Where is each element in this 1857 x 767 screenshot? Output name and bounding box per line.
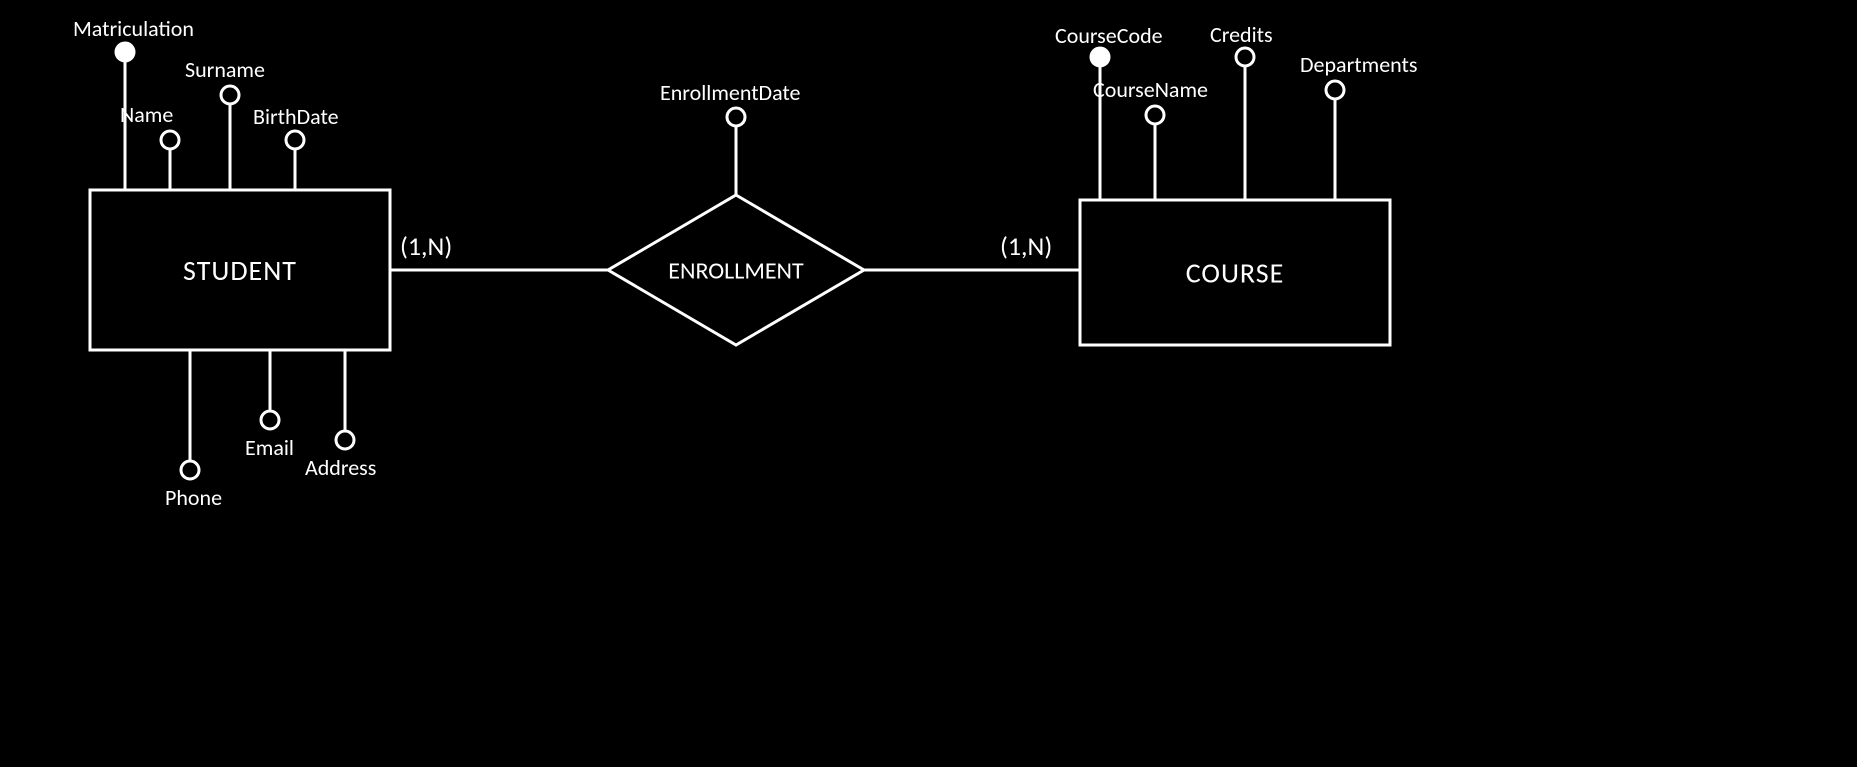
entity-student-attr-email-circle xyxy=(261,411,279,429)
relationship-enrollment-label: ENROLLMENT xyxy=(668,256,804,285)
relationship-enrollment-attr-enrollmentdate-circle xyxy=(727,108,745,126)
entity-course-attr-coursecode-circle xyxy=(1091,48,1109,66)
entity-student-label: STUDENT xyxy=(183,253,297,288)
connection-student-enrollment-cardinality: (1,N) xyxy=(400,230,452,262)
entity-student-attr-phone-circle xyxy=(181,461,199,479)
entity-course-attr-departments-label: Departments xyxy=(1300,51,1417,78)
entity-student-attr-surname-circle xyxy=(221,86,239,104)
er-diagram: STUDENT Matriculation Name Surname BirthDate… xyxy=(0,0,1857,767)
entity-course-attr-credits-label: Credits xyxy=(1210,21,1273,48)
entity-course-attr-coursename-label: CourseName xyxy=(1093,76,1208,103)
entity-course-label: COURSE xyxy=(1186,255,1285,290)
entity-course-attr-coursename-circle xyxy=(1146,106,1164,124)
entity-course-attr-credits-circle xyxy=(1236,48,1254,66)
connection-enrollment-course-cardinality: (1,N) xyxy=(1000,230,1052,262)
entity-student-attr-name-label: Name xyxy=(120,101,173,128)
relationship-enrollment-attr-enrollmentdate-label: EnrollmentDate xyxy=(660,79,801,106)
entity-student-attr-surname-label: Surname xyxy=(185,56,265,83)
entity-student-attr-name-circle xyxy=(161,131,179,149)
entity-student-attr-address-label: Address xyxy=(305,454,376,481)
entity-student-attr-matriculation-label: Matriculation xyxy=(73,15,194,42)
entity-student-attr-matriculation-circle xyxy=(116,43,134,61)
entity-student-attr-birthdate-label: BirthDate xyxy=(253,103,339,130)
entity-student-attr-address-circle xyxy=(336,431,354,449)
entity-student-attr-phone-label: Phone xyxy=(165,484,222,511)
entity-student-attr-birthdate-circle xyxy=(286,131,304,149)
entity-course-attr-coursecode-label: CourseCode xyxy=(1055,22,1163,49)
entity-student-attr-email-label: Email xyxy=(245,434,294,461)
entity-course-attr-departments-circle xyxy=(1326,81,1344,99)
